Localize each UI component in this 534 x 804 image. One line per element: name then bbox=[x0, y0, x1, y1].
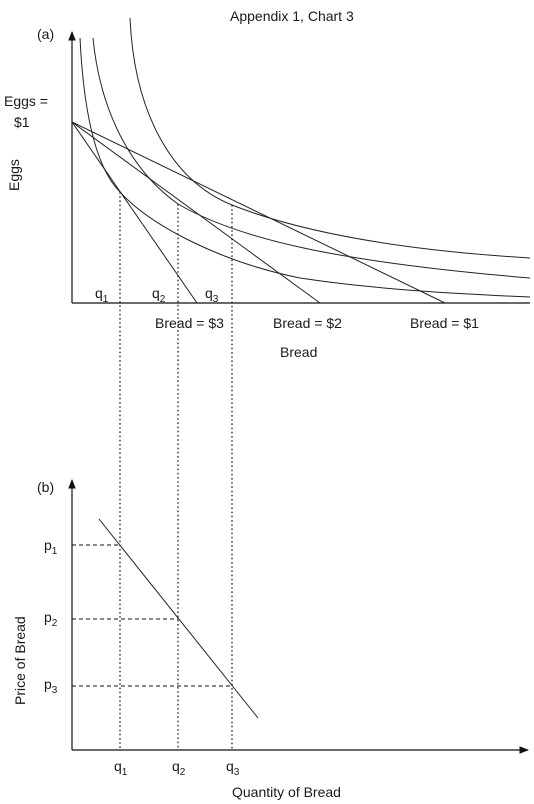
panel-b-q1-label: q1 bbox=[114, 758, 128, 778]
eggs-price-label-line1: Eggs = bbox=[4, 93, 48, 109]
panel-b: (b) Price of Bread p1 p2 p3 q1 q2 q3 Qu bbox=[12, 479, 529, 800]
budget-line-bread-2 bbox=[71, 121, 321, 304]
budget-label-bread-2: Bread = $2 bbox=[273, 315, 342, 331]
panel-a-y-axis-label: Eggs bbox=[6, 159, 22, 191]
panel-a-q1-label: q1 bbox=[95, 285, 109, 305]
panel-a-tag: (a) bbox=[37, 26, 54, 42]
panel-b-p3-label: p3 bbox=[44, 676, 58, 696]
budget-line-bread-3 bbox=[71, 121, 198, 304]
budget-line-bread-1 bbox=[71, 121, 446, 304]
indifference-curve-3 bbox=[129, 17, 531, 259]
budget-label-bread-1: Bread = $1 bbox=[410, 315, 479, 331]
eggs-price-label-line2: $1 bbox=[14, 114, 30, 130]
demand-curve bbox=[98, 518, 259, 719]
panel-b-y-axis-label: Price of Bread bbox=[12, 616, 28, 705]
indifference-curve-2 bbox=[92, 37, 531, 279]
panel-b-q3-label: q3 bbox=[226, 758, 240, 778]
panel-a-q2-label: q2 bbox=[152, 285, 166, 305]
panel-b-tag: (b) bbox=[37, 479, 54, 495]
panel-b-p1-label: p1 bbox=[44, 537, 58, 557]
figure-title: Appendix 1, Chart 3 bbox=[230, 8, 354, 24]
panel-b-x-axis-label: Quantity of Bread bbox=[232, 784, 341, 800]
panel-a: (a) Eggs = $1 Eggs q1 q2 q3 Bread = $3 B… bbox=[4, 17, 531, 360]
panel-a-x-axis-label: Bread bbox=[280, 344, 317, 360]
budget-label-bread-3: Bread = $3 bbox=[155, 315, 224, 331]
panel-a-q3-label: q3 bbox=[205, 285, 219, 305]
panel-b-p2-label: p2 bbox=[44, 609, 58, 629]
panel-b-q2-label: q2 bbox=[172, 758, 186, 778]
indifference-curve-1 bbox=[79, 37, 531, 298]
